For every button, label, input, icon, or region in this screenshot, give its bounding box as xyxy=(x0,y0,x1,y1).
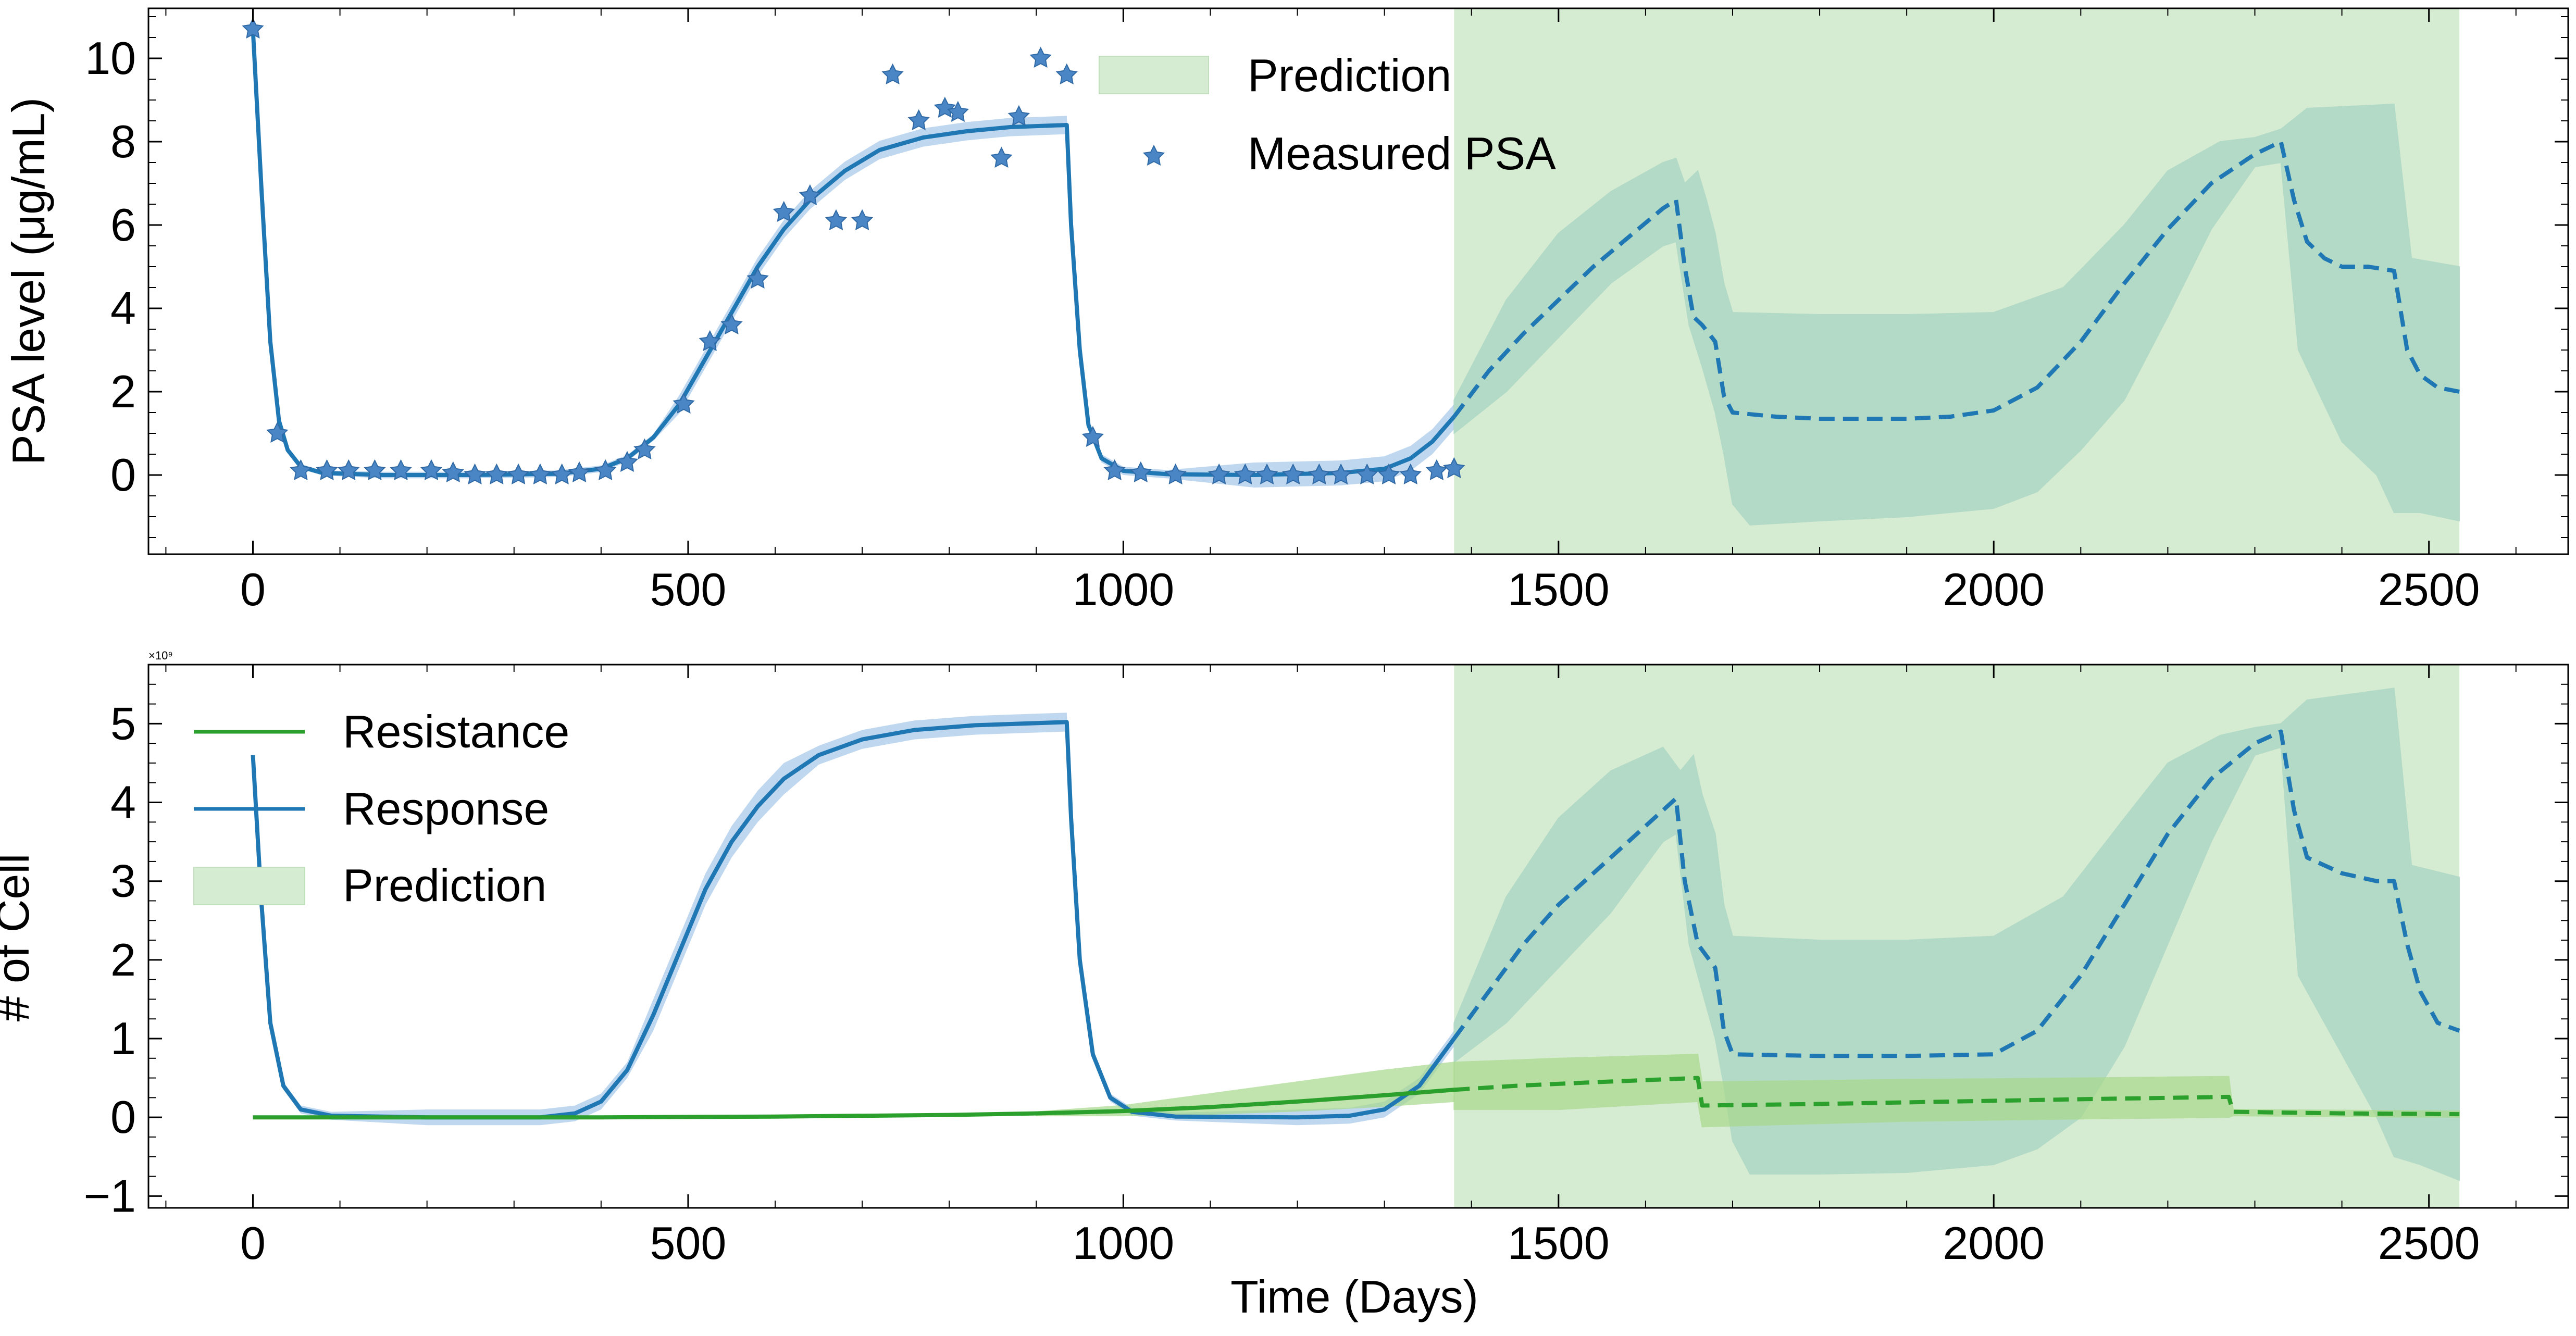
measured-psa-point xyxy=(825,210,847,230)
legend-response-label: Response xyxy=(343,783,549,834)
measured-psa-point xyxy=(882,64,903,84)
measured-psa-point xyxy=(1130,462,1151,482)
measured-psa-point xyxy=(634,439,655,459)
psa-axes-frame xyxy=(147,7,2569,555)
cell-y-tick-label: 5 xyxy=(110,697,136,749)
measured-psa-point xyxy=(316,460,338,480)
cell-y-tick-label: 1 xyxy=(110,1013,136,1064)
cell-plot-area xyxy=(251,665,2460,1208)
cell-ticks: 0 500 1000 1500 2000 2500 −1 0 1 2 3 4 5 xyxy=(84,664,2568,1269)
measured-psa-point xyxy=(508,464,529,484)
psa-y-tick-label: 2 xyxy=(110,366,136,417)
cell-axes-frame xyxy=(147,664,2569,1209)
cell-resistance-line xyxy=(253,1088,1454,1120)
cell-y-axis-label: # of Cell xyxy=(0,854,39,1022)
x-axis-label: Time (Days) xyxy=(1230,1271,1478,1322)
legend-prediction-swatch xyxy=(1099,56,1209,94)
measured-psa-point xyxy=(1030,47,1051,68)
measured-psa-point xyxy=(290,460,312,480)
psa-legend: Prediction Measured PSA xyxy=(1099,49,1556,179)
legend-resistance-label: Resistance xyxy=(343,706,569,757)
psa-panel: 0 500 1000 1500 2000 2500 0 2 4 6 8 10 PSA level (μ… xyxy=(3,7,2569,615)
cell-panel: 0 500 1000 1500 2000 2500 −1 0 1 2 3 4 5 ×10⁹ # of C… xyxy=(0,649,2569,1322)
measured-psa-point xyxy=(551,464,573,484)
legend-measured-label: Measured PSA xyxy=(1248,128,1556,179)
psa-y-tick-label: 10 xyxy=(85,32,136,84)
cell-exponent-label: ×10⁹ xyxy=(148,649,173,662)
legend-prediction-label: Prediction xyxy=(1248,49,1451,101)
measured-psa-point xyxy=(908,110,929,130)
cell-y-tick-label: 4 xyxy=(110,777,136,828)
legend-measured-marker xyxy=(1143,145,1164,166)
cell-response-prediction-line xyxy=(1452,729,2460,1058)
psa-x-tick-label: 1500 xyxy=(1508,564,1610,615)
cell-x-tick-label: 2500 xyxy=(2378,1217,2480,1269)
measured-psa-point xyxy=(1426,460,1447,480)
psa-x-tick-label: 500 xyxy=(650,564,727,615)
measured-psa-point xyxy=(486,464,507,484)
psa-y-tick-label: 4 xyxy=(110,282,136,334)
legend-prediction-label: Prediction xyxy=(343,859,546,911)
psa-y-tick-label: 6 xyxy=(110,199,136,251)
cell-resistance-band xyxy=(1453,1054,2460,1128)
psa-x-tick-label: 2000 xyxy=(1943,564,2045,615)
cell-y-tick-label: 2 xyxy=(110,934,136,985)
legend-prediction-swatch xyxy=(193,867,305,905)
measured-psa-point xyxy=(852,210,873,230)
measured-psa-point xyxy=(529,464,551,484)
measured-psa-point xyxy=(991,147,1012,168)
cell-y-tick-label: 0 xyxy=(110,1091,136,1143)
psa-y-axis-label: PSA level (μg/mL) xyxy=(3,97,54,465)
measured-psa-point xyxy=(569,462,590,482)
cell-prediction-band xyxy=(1453,688,2460,1181)
measured-psa-point xyxy=(1165,464,1186,484)
measured-psa-point xyxy=(934,97,955,118)
psa-x-tick-label: 2500 xyxy=(2378,564,2480,615)
measured-psa-point xyxy=(464,464,486,484)
psa-x-tick-label: 1000 xyxy=(1072,564,1174,615)
psa-y-tick-label: 8 xyxy=(110,116,136,167)
psa-response-prediction-line xyxy=(1452,140,2460,421)
measured-psa-point xyxy=(1056,64,1077,84)
cell-x-tick-label: 2000 xyxy=(1943,1217,2045,1269)
cell-resistance-prediction-line xyxy=(1454,1076,2460,1117)
cell-x-tick-label: 1500 xyxy=(1508,1217,1610,1269)
cell-x-tick-label: 0 xyxy=(240,1217,266,1269)
cell-x-tick-label: 500 xyxy=(650,1217,727,1269)
cell-legend: Resistance Response Prediction xyxy=(193,706,569,911)
cell-y-tick-label: −1 xyxy=(84,1170,136,1221)
psa-x-tick-label: 0 xyxy=(240,564,266,615)
measured-psa-point xyxy=(442,462,464,482)
cell-fit-band xyxy=(253,713,1454,1126)
measured-psa-point xyxy=(1082,427,1103,447)
psa-plot-area xyxy=(242,8,2460,554)
psa-y-tick-label: 0 xyxy=(110,449,136,501)
psa-prediction-band xyxy=(1453,103,2460,526)
cell-response-line xyxy=(251,720,1456,1120)
cell-y-tick-label: 3 xyxy=(110,855,136,907)
cell-x-tick-label: 1000 xyxy=(1072,1217,1174,1269)
psa-ticks: 0 500 1000 1500 2000 2500 0 2 4 6 8 10 xyxy=(85,8,2568,615)
